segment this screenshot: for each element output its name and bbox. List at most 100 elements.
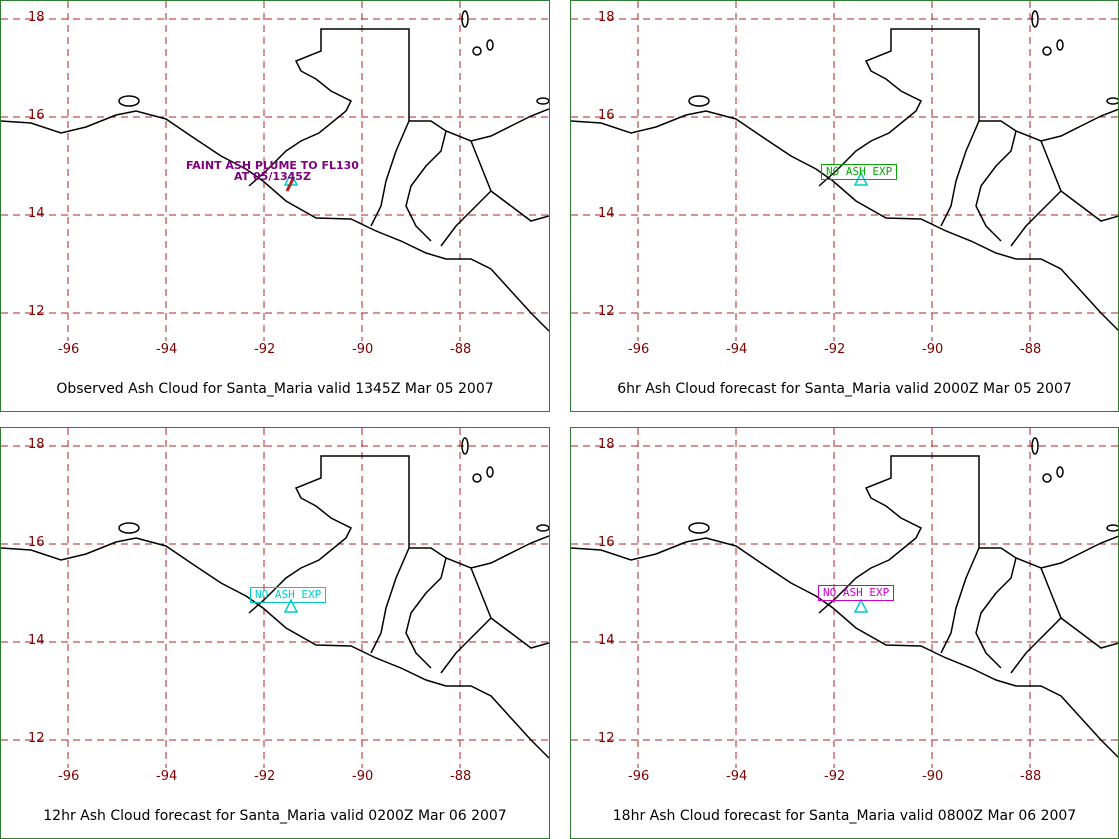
x-tick-label: -94	[726, 769, 748, 784]
x-tick-label: -88	[450, 769, 472, 784]
no-ash-expected-box: NO ASH EXP	[250, 587, 327, 603]
island	[461, 10, 469, 28]
x-tick-label: -94	[156, 342, 178, 357]
x-tick-label: -88	[1020, 769, 1042, 784]
coastline	[818, 455, 980, 614]
coastline	[818, 28, 980, 187]
coastline	[1010, 567, 1062, 674]
island	[1031, 10, 1039, 28]
island	[118, 95, 140, 107]
coastline	[1060, 190, 1118, 222]
x-tick-label: -88	[1020, 342, 1042, 357]
forecast-6hr-panel: NO ASH EXP 6hr Ash Cloud forecast for Sa…	[570, 0, 1119, 412]
coastline	[248, 455, 410, 614]
coastline	[405, 557, 447, 669]
island	[1031, 437, 1039, 455]
island	[486, 39, 494, 51]
x-tick-label: -96	[58, 769, 80, 784]
y-tick-label: 14	[28, 633, 45, 648]
x-tick-label: -90	[922, 342, 944, 357]
y-tick-label: 14	[598, 633, 615, 648]
coastline	[979, 535, 1118, 569]
island	[1106, 97, 1118, 105]
coastline	[409, 108, 549, 142]
y-tick-label: 18	[28, 437, 45, 452]
panel-caption: 18hr Ash Cloud forecast for Santa_Maria …	[612, 808, 1077, 824]
coastline	[440, 140, 492, 247]
coastline	[975, 130, 1017, 242]
volcano-icon	[283, 598, 299, 613]
coastline	[1, 110, 549, 332]
x-tick-label: -92	[254, 342, 276, 357]
coastline	[975, 557, 1017, 669]
island	[536, 97, 549, 105]
x-tick-label: -90	[352, 769, 374, 784]
x-tick-label: -90	[922, 769, 944, 784]
y-tick-label: 14	[598, 206, 615, 221]
island	[536, 524, 549, 532]
coastline	[571, 110, 1118, 332]
ash-plume-annotation: FAINT ASH PLUME TO FL130 AT 05/1345Z	[186, 160, 359, 182]
island	[1042, 473, 1052, 483]
y-tick-label: 16	[598, 535, 615, 550]
coastline	[571, 537, 1118, 759]
coastline	[1010, 140, 1062, 247]
y-tick-label: 12	[28, 731, 45, 746]
x-tick-label: -94	[156, 769, 178, 784]
coastline	[405, 130, 447, 242]
x-tick-label: -92	[824, 769, 846, 784]
y-tick-label: 12	[598, 304, 615, 319]
coastline	[370, 547, 410, 654]
island	[472, 473, 482, 483]
coastline	[440, 567, 492, 674]
x-tick-label: -92	[254, 769, 276, 784]
y-tick-label: 14	[28, 206, 45, 221]
coastline	[979, 108, 1118, 142]
coastline	[409, 535, 549, 569]
coastline	[940, 120, 980, 227]
island	[472, 46, 482, 56]
panel-caption: 12hr Ash Cloud forecast for Santa_Maria …	[43, 808, 507, 824]
volcano-icon	[853, 598, 869, 613]
coastline	[940, 547, 980, 654]
coastline	[248, 28, 410, 187]
island	[688, 95, 710, 107]
y-tick-label: 12	[28, 304, 45, 319]
x-tick-label: -92	[824, 342, 846, 357]
x-tick-label: -94	[726, 342, 748, 357]
island	[461, 437, 469, 455]
coastline	[490, 617, 549, 649]
x-tick-label: -96	[628, 769, 650, 784]
observed-ash-panel: FAINT ASH PLUME TO FL130 AT 05/1345Z Obs…	[0, 0, 550, 412]
ash-plume-annotation-line1: FAINT ASH PLUME TO FL130	[186, 159, 359, 172]
island	[1056, 39, 1064, 51]
no-ash-expected-box: NO ASH EXP	[818, 585, 895, 601]
y-tick-label: 18	[598, 10, 615, 25]
island	[486, 466, 494, 478]
map-canvas	[1, 428, 549, 768]
map-canvas	[1, 1, 549, 341]
y-tick-label: 12	[598, 731, 615, 746]
map-canvas	[571, 1, 1118, 341]
ash-plume-annotation-line2: AT 05/1345Z	[234, 170, 311, 183]
y-tick-label: 18	[598, 437, 615, 452]
island	[1106, 524, 1118, 532]
coastline	[370, 120, 410, 227]
y-tick-label: 16	[598, 108, 615, 123]
x-tick-label: -96	[628, 342, 650, 357]
y-tick-label: 16	[28, 535, 45, 550]
y-tick-label: 16	[28, 108, 45, 123]
ash-plume-mark	[285, 178, 295, 192]
map-canvas	[571, 428, 1118, 768]
x-tick-label: -90	[352, 342, 374, 357]
x-tick-label: -96	[58, 342, 80, 357]
y-tick-label: 18	[28, 10, 45, 25]
panel-caption: 6hr Ash Cloud forecast for Santa_Maria v…	[617, 381, 1072, 397]
island	[688, 522, 710, 534]
no-ash-expected-box: NO ASH EXP	[821, 164, 898, 180]
forecast-18hr-panel: NO ASH EXP 18hr Ash Cloud forecast for S…	[570, 427, 1119, 839]
forecast-12hr-panel: NO ASH EXP 12hr Ash Cloud forecast for S…	[0, 427, 550, 839]
x-tick-label: -88	[450, 342, 472, 357]
island	[1056, 466, 1064, 478]
island	[118, 522, 140, 534]
